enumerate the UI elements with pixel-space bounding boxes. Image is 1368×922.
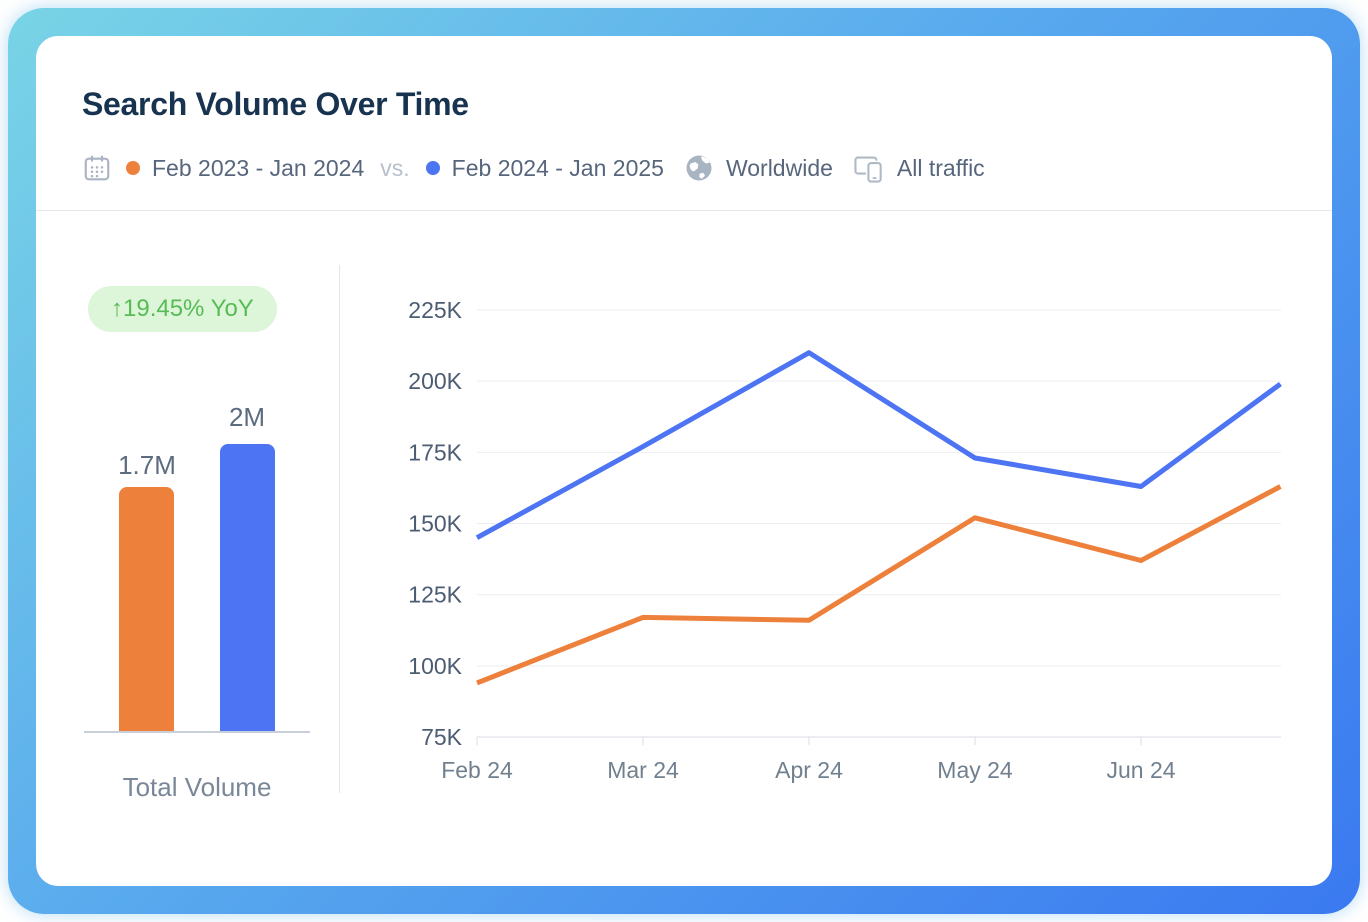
globe-icon (686, 155, 712, 181)
vs-label: vs. (380, 154, 410, 181)
current-period-dot (425, 161, 440, 175)
desktop-mobile-icon (854, 156, 884, 183)
y-axis-tick-label: 125K (408, 582, 462, 608)
region-label: Worldwide (725, 154, 833, 181)
panel-divider (339, 265, 340, 793)
traffic-label: All traffic (896, 154, 985, 181)
yoy-change-badge: ↑19.45% YoY (88, 286, 277, 332)
header-divider (36, 210, 1332, 211)
gradient-frame: Search Volume Over Time Feb 2023 - Jan 2… (8, 8, 1360, 914)
series-line-previous-period (476, 484, 1282, 686)
x-axis-tick-label: Jun 24 (1106, 757, 1175, 783)
y-axis-tick-label: 100K (408, 653, 462, 679)
filter-legend-row: Feb 2023 - Jan 2024 vs. Feb 2024 - Jan 2… (82, 150, 985, 186)
current-total-value: 2M (228, 402, 266, 432)
y-axis-tick-label: 200K (408, 368, 462, 394)
x-axis-tick-label: Mar 24 (607, 757, 679, 783)
traffic-filter[interactable]: All traffic (853, 153, 985, 183)
x-axis-tick-label: Feb 24 (441, 757, 513, 783)
bar-chart-baseline (84, 731, 310, 733)
calendar-icon (84, 155, 110, 181)
y-axis-tick-label: 225K (408, 297, 462, 323)
previous-period-dot (126, 161, 140, 175)
search-volume-card: Search Volume Over Time Feb 2023 - Jan 2… (36, 36, 1332, 886)
x-axis-tick-label: May 24 (937, 757, 1013, 783)
series-line-current-period (475, 350, 1282, 540)
region-filter[interactable]: Worldwide (684, 153, 833, 183)
total-volume-label: Total Volume (122, 772, 272, 802)
y-axis-tick-label: 150K (408, 511, 462, 537)
current-total-bar (220, 444, 275, 733)
y-axis-tick-label: 75K (421, 724, 463, 750)
previous-period-label: Feb 2023 - Jan 2024 (152, 154, 365, 181)
x-axis-tick-label: Apr 24 (775, 757, 843, 783)
previous-total-bar (119, 487, 174, 733)
line-chart: 225K 200K 175K 150K 125K 100K 75K Feb 24 Mar 24 A… (408, 297, 1282, 783)
y-axis-tick-label: 175K (408, 439, 462, 465)
date-range-filter[interactable]: Feb 2023 - Jan 2024 vs. Feb 2024 - Jan 2… (126, 155, 664, 182)
page-title: Search Volume Over Time (82, 86, 469, 122)
current-period-label: Feb 2024 - Jan 2025 (451, 154, 664, 181)
previous-total-value: 1.7M (118, 450, 176, 480)
